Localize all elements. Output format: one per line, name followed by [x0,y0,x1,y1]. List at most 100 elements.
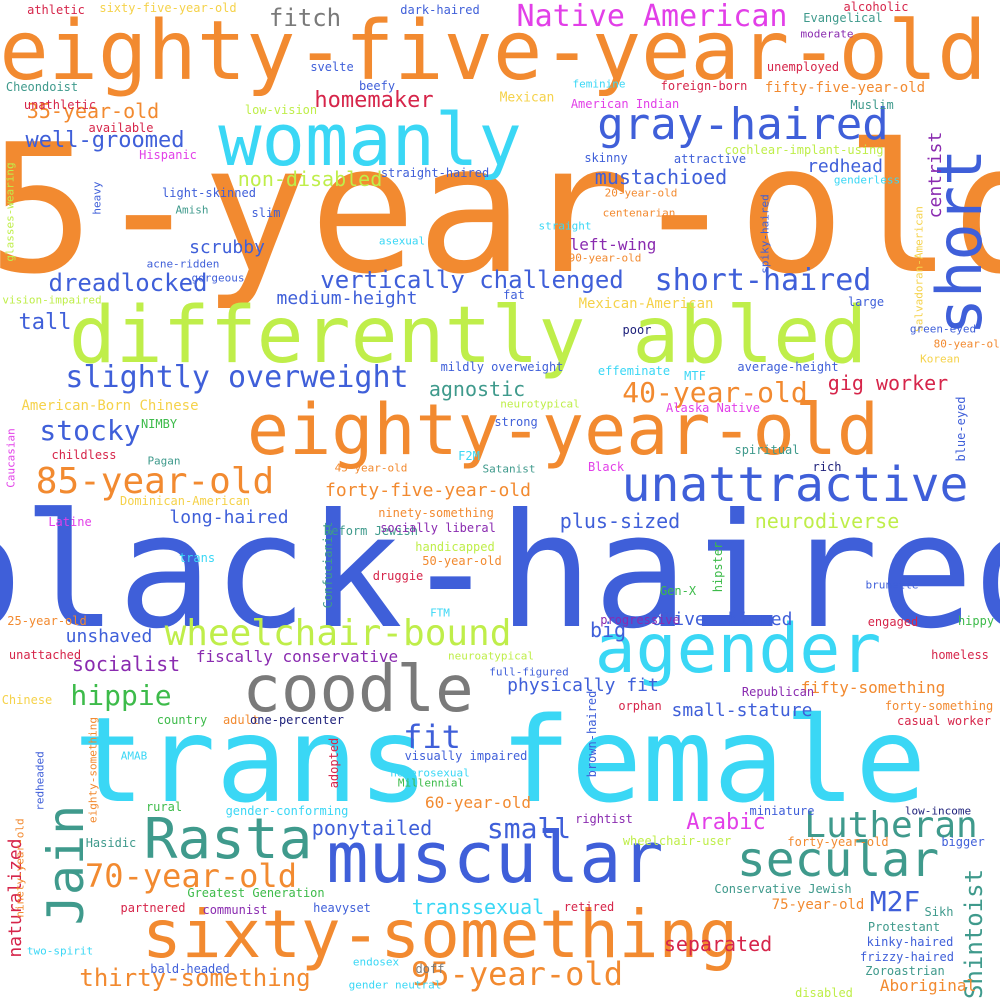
word-fifty-something: fifty-something [800,678,946,697]
word-effeminate: effeminate [597,364,671,378]
word-60-year-old: 60-year-old [425,793,531,812]
word-feminine: feminine [572,77,626,91]
word-millennial: Millennial [397,776,465,790]
word-asexual: asexual [378,234,426,248]
word-foreign-born: foreign-born [660,79,748,93]
word-doff: doff [415,962,445,976]
word-hippie: hippie [70,679,172,712]
word-gen-x: Gen-X [659,584,697,598]
word-socialist: socialist [71,652,181,676]
word-35-year-old: 35-year-old [26,99,160,123]
word-95-year-old: 95-year-old [411,955,623,993]
word-aboriginal: Aboriginal [879,976,977,995]
word-wheelchair-user: wheelchair-user [622,834,732,848]
word-rural: rural [145,800,183,814]
word-moderate: moderate [800,27,854,41]
word-agnostic: agnostic [428,377,526,401]
word-nimby: NIMBY [140,417,178,431]
word-gender-neutral: gender neutral [348,978,442,992]
word-fit: fit [403,718,461,756]
word-25-year-old: 25-year-old [7,614,87,628]
word-well-groomed: well-groomed [25,128,185,153]
word-homeless: homeless [931,648,989,662]
word-dreadlocked: dreadlocked [48,269,208,297]
word-trans-female: trans female [73,691,927,829]
word-fifty-five-year-old: fifty-five-year-old [764,80,926,96]
word-athletic: athletic [27,3,85,17]
word-endosex: endosex [352,955,400,969]
word-heterosexual: heterosexual [390,766,470,780]
word-left-wing: left-wing [569,235,657,254]
word-dominican-american: Dominican-American [119,494,251,508]
word-lutheran: Lutheran [804,805,978,846]
word-unattached: unattached [8,648,82,662]
word-hipster: hipster [711,541,725,593]
word-country: country [156,713,208,727]
word-hispanic: Hispanic [139,148,197,162]
word-45-year-old: 45-year-old [334,461,408,475]
word-miniature: miniature [749,804,815,818]
word-homemaker: homemaker [314,88,434,113]
word-secular: secular [736,832,940,888]
word-partnered: partnered [120,901,186,915]
word-progressive: progressive [600,613,680,627]
word-muslim: Muslim [850,98,894,112]
word-short-haired: short-haired [654,263,872,298]
word-redhead: redhead [807,156,883,177]
word-black-haired: black-haired [0,480,1000,664]
word-druggie: druggie [372,569,424,583]
word-neuroatypical: neuroatypical [447,649,535,663]
word-eighty-something: eighty-something [86,717,100,823]
word-vision-impaired: vision-impaired [2,293,102,307]
word-ninety-year-old: ninety-year-old [13,818,27,918]
word-wheelchair-bound: wheelchair-bound [164,613,512,654]
word-mexican: Mexican [499,90,555,106]
word-brown-haired: brown-haired [585,690,599,778]
word-eighty-five-year-old: eighty-five-year-old [0,4,987,99]
word-republican: Republican [741,685,815,699]
word-attractive: attractive [673,152,747,166]
word-genderless: genderless [833,173,901,187]
word-confucianist: Confucianist [321,521,335,609]
word-75-year-old: 75-year-old [771,897,865,913]
word-f2m: F2M [458,449,480,463]
word-glasses-wearing: glasses-wearing [3,162,17,262]
word-poor: poor [622,323,652,337]
word-plus-sized: plus-sized [559,509,681,533]
word-greatest-generation: Greatest Generation [187,886,325,900]
word-small-stature: small-stature [671,700,813,721]
word-blue-eyed: blue-eyed [954,396,968,462]
word-one-percenter: one-percenter [250,713,344,727]
word-adopted: adopted [327,737,341,789]
word-orphan: orphan [618,699,662,713]
word-forty-year-old: forty-year-old [787,835,889,849]
word-m2f: M2F [869,885,921,918]
word-vertically-challenged: vertically challenged [320,266,624,294]
word-pagan: Pagan [147,454,181,468]
word-two-spirit: two-spirit [26,944,94,958]
word-medium-height: medium-height [276,288,418,309]
word-gorgeous: gorgeous [191,271,245,285]
word-arabic: Arabic [686,810,766,835]
word-tall: tall [18,310,72,335]
word-trans: trans [178,551,216,565]
word-communist: communist [202,903,268,917]
word-protestant: Protestant [867,920,941,934]
word-socially-liberal: socially liberal [380,521,496,535]
word-ftm: FTM [430,606,450,620]
word-40-year-old: 40-year-old [622,376,808,409]
word-physically-fit: physically fit [507,675,659,696]
word-coodle: coodle [242,653,474,727]
word-gray-haired: gray-haired [597,99,889,150]
word-ninety-something: ninety-something [378,506,494,520]
word-slim: slim [251,206,281,220]
word-light-skinned: light-skinned [162,186,256,200]
word-sikh: Sikh [924,905,954,919]
word-brunette: brunette [865,578,919,592]
word-strong: strong [494,415,538,429]
word-large: large [847,295,885,309]
word-available: available [88,121,154,135]
word-65-year-old: 65-year-old [0,106,1000,313]
word-cochlear-implant-using: cochlear-implant-using [724,143,884,157]
